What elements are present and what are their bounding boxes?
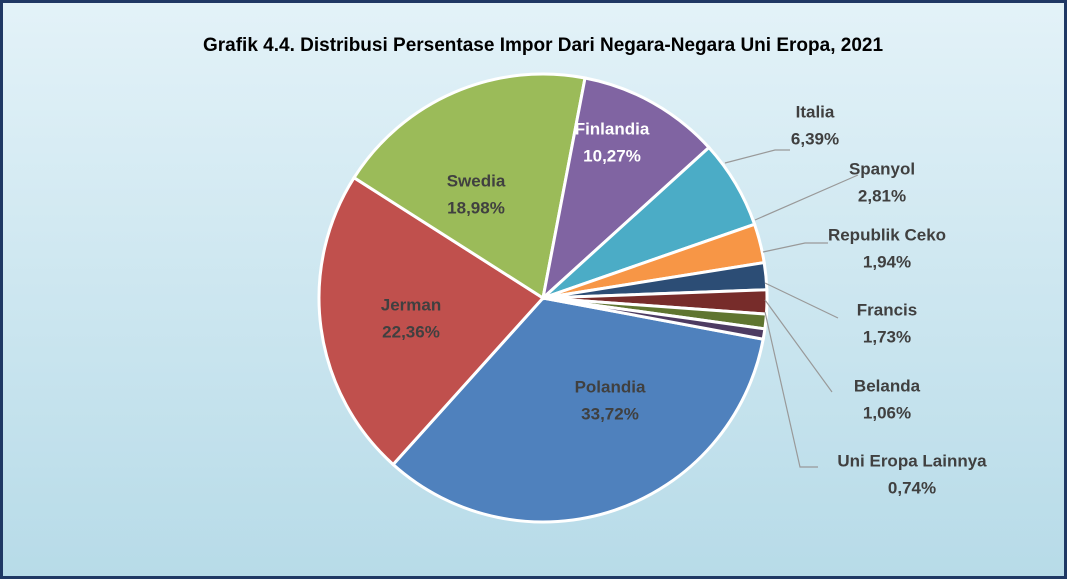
slice-value-label: 6,39% (791, 129, 839, 148)
slice-label: Spanyol (849, 159, 915, 178)
leader-line (754, 174, 859, 221)
leader-line (764, 299, 833, 393)
leader-line (764, 311, 818, 468)
slice-label: Polandia (575, 377, 646, 396)
leader-line (764, 282, 839, 319)
chart-title: Grafik 4.4. Distribusi Persentase Impor … (203, 35, 883, 56)
slice-value-label: 33,72% (581, 404, 639, 423)
slice-value-label: 18,98% (447, 198, 505, 217)
slice-value-label: 1,06% (863, 403, 911, 422)
pie-slice (317, 175, 546, 467)
pie-slice (542, 296, 767, 341)
slice-value-label: 22,36% (382, 322, 440, 341)
slice-value-label: 10,27% (583, 146, 641, 165)
pie-slice (540, 76, 712, 303)
leader-line (724, 149, 790, 164)
pie-slice (351, 72, 587, 301)
slice-label: Italia (796, 102, 835, 121)
slice-value-label: 1,94% (863, 252, 911, 271)
pie-slice (391, 296, 765, 524)
slice-value-label: 1,73% (863, 327, 911, 346)
slice-value-label: 2,81% (858, 186, 906, 205)
slice-value-label: 0,74% (888, 478, 936, 497)
slice-label: Swedia (447, 171, 506, 190)
slice-label: Belanda (854, 376, 921, 395)
slice-label: Jerman (381, 295, 441, 314)
slice-label: Finlandia (575, 119, 650, 138)
slice-label: Francis (857, 300, 917, 319)
slice-label: Republik Ceko (828, 225, 946, 244)
leader-line (762, 242, 828, 253)
slice-label: Uni Eropa Lainnya (837, 451, 987, 470)
